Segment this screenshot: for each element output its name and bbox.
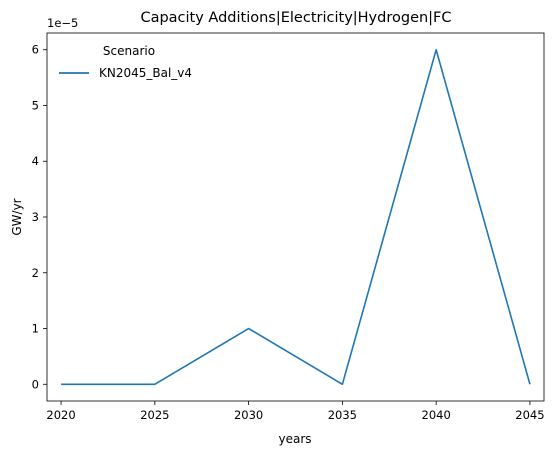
y-axis-ticks: 0 1 2 3 4 5 6 [32,43,47,391]
x-tick-label: 2025 [140,408,169,422]
x-tick-label: 2020 [46,408,75,422]
legend-entry-label: KN2045_Bal_v4 [99,66,192,80]
x-axis-label: years [278,432,311,446]
series-layer [61,48,531,386]
plot-area-frame [46,32,545,402]
y-scale-label: 1e−5 [47,16,78,30]
y-axis-label: GW/yr [10,198,24,235]
y-tick-label: 5 [32,98,39,112]
y-tick-label: 4 [32,154,39,168]
y-tick-label: 2 [32,266,39,280]
x-axis-ticks: 2020 2025 2030 2035 2040 2045 [46,401,545,422]
y-tick-label: 3 [32,210,39,224]
y-tick-label: 0 [32,377,39,391]
x-tick-label: 2035 [328,408,357,422]
x-tick-label: 2045 [515,408,544,422]
x-tick-label: 2030 [234,408,263,422]
chart-title: Capacity Additions|Electricity|Hydrogen|… [140,10,451,26]
legend: Scenario KN2045_Bal_v4 [59,44,192,80]
y-tick-label: 1 [32,322,39,336]
legend-title: Scenario [103,44,155,58]
series-line [61,48,531,386]
y-tick-label: 6 [32,43,39,57]
x-tick-label: 2040 [422,408,451,422]
